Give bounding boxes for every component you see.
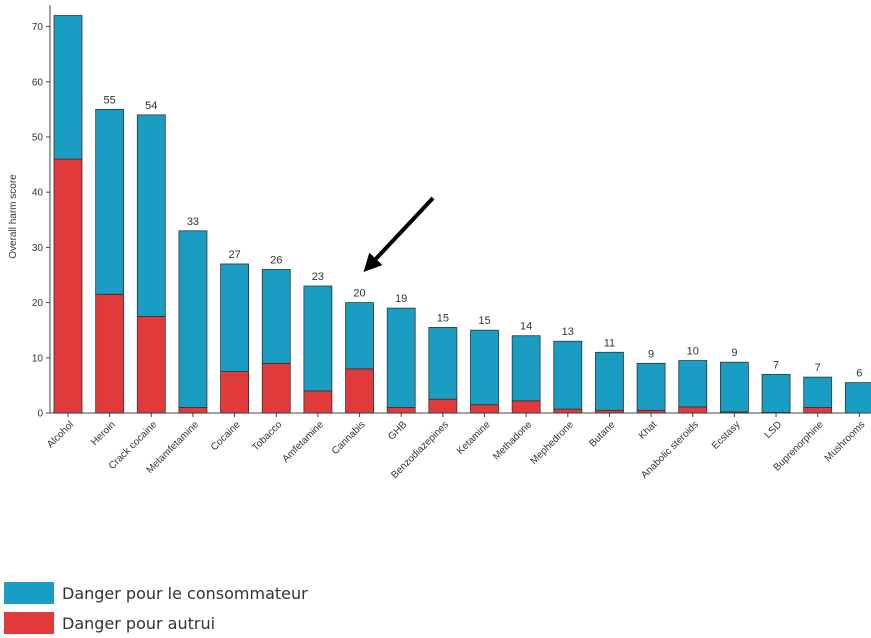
bar-others-10: [470, 404, 499, 414]
y-tick-label: 40: [32, 188, 44, 199]
category-label-17: LSD: [763, 419, 785, 441]
total-label-19: 6: [856, 368, 862, 380]
category-label-5: Tobacco: [250, 419, 284, 453]
category-label-0: Alcohol: [45, 419, 76, 450]
bar-consumer-11: [511, 335, 541, 402]
total-label-7: 20: [353, 288, 365, 300]
bar-consumer-12: [553, 340, 583, 410]
y-tick-label: 10: [32, 353, 44, 364]
y-tick-label: 0: [37, 409, 43, 420]
y-tick-label: 60: [32, 77, 44, 88]
y-axis-title: Overall harm score: [8, 174, 19, 259]
bar-consumer-8: [386, 307, 416, 408]
bar-consumer-18: [803, 376, 833, 408]
bar-others-5: [261, 362, 291, 414]
stacked-bar-chart: 0 10 20 30 40 50 60 70 Overall harm score Alcoho…: [8, 5, 871, 481]
bar-consumer-1: [95, 108, 125, 295]
category-label-19: Mushrooms: [823, 419, 868, 464]
bar-consumer-2: [136, 114, 166, 317]
bar-consumer-19: [844, 382, 871, 414]
total-label-4: 27: [228, 249, 240, 261]
total-label-6: 23: [312, 271, 324, 283]
legend-item-others: Danger pour autrui: [4, 608, 308, 638]
category-label-4: Cocaine: [209, 419, 243, 453]
bar-consumer-5: [261, 269, 291, 364]
bar-consumer-13: [595, 351, 624, 411]
bar-others-8: [386, 407, 416, 414]
chart-svg: 0 10 20 30 40 50 60 70 Overall harm score Alcoho…: [8, 5, 871, 481]
total-label-18: 7: [815, 362, 821, 374]
category-label-16: Ecstasy: [710, 419, 743, 452]
bar-consumer-6: [303, 285, 333, 392]
total-label-13: 11: [604, 337, 615, 349]
y-tick-label: 70: [32, 22, 44, 33]
bar-others-14: [636, 409, 666, 414]
total-label-1: 55: [104, 94, 116, 106]
category-label-10: Ketamine: [455, 419, 493, 457]
legend-swatch-consumer: [4, 582, 54, 604]
total-label-12: 13: [562, 326, 574, 338]
bar-others-18: [803, 407, 833, 414]
bar-others-6: [303, 390, 333, 414]
category-label-8: GHB: [386, 419, 409, 442]
category-label-13: Butane: [587, 419, 617, 449]
bar-others-15: [678, 406, 708, 414]
category-label-12: Mephedrone: [528, 419, 576, 467]
bar-others-7: [345, 368, 374, 414]
category-label-11: Methadone: [491, 419, 534, 462]
bar-consumer-17: [761, 373, 791, 413]
bar-consumer-15: [678, 360, 708, 408]
total-label-2: 54: [145, 100, 157, 112]
bar-consumer-3: [178, 230, 208, 408]
annotation-arrow-shaft: [374, 196, 435, 261]
category-label-14: Khat: [637, 419, 659, 441]
total-label-11: 14: [520, 321, 532, 333]
y-tick-label: 30: [32, 243, 44, 254]
bar-others-3: [178, 407, 208, 414]
category-label-1: Heroin: [89, 419, 118, 448]
total-label-17: 7: [773, 359, 779, 371]
bar-consumer-10: [470, 329, 499, 406]
category-label-6: Amfetamine: [281, 419, 327, 465]
bar-others-4: [220, 371, 250, 414]
bar-consumer-7: [345, 302, 374, 370]
bar-consumer-14: [636, 362, 666, 411]
bar-others-9: [428, 398, 458, 414]
total-label-9: 15: [437, 312, 449, 324]
bar-others-0: [53, 158, 83, 414]
bar-others-1: [95, 293, 125, 414]
total-label-3: 33: [187, 216, 199, 228]
bar-consumer-0: [53, 15, 83, 160]
total-label-16: 9: [731, 347, 737, 359]
total-label-15: 10: [687, 346, 699, 358]
bar-others-12: [553, 408, 583, 414]
category-label-7: Cannabis: [330, 419, 368, 457]
y-tick-label: 20: [32, 298, 44, 309]
legend-item-consumer: Danger pour le consommateur: [4, 578, 308, 608]
legend-swatch-others: [4, 612, 54, 634]
total-label-8: 19: [395, 293, 407, 305]
total-label-14: 9: [648, 348, 654, 360]
y-tick-label: 50: [32, 132, 44, 143]
legend-label-consumer: Danger pour le consommateur: [62, 583, 308, 603]
bar-others-2: [136, 315, 166, 414]
bar-others-13: [595, 409, 624, 414]
total-label-10: 15: [478, 315, 490, 327]
total-label-5: 26: [270, 254, 282, 266]
bar-consumer-4: [220, 263, 250, 372]
bar-consumer-9: [428, 327, 458, 400]
legend: Danger pour le consommateur Danger pour …: [4, 578, 308, 638]
bar-others-11: [511, 400, 541, 414]
annotation-arrow-head: [363, 252, 383, 272]
legend-label-others: Danger pour autrui: [62, 613, 216, 633]
bar-consumer-16: [720, 361, 749, 413]
